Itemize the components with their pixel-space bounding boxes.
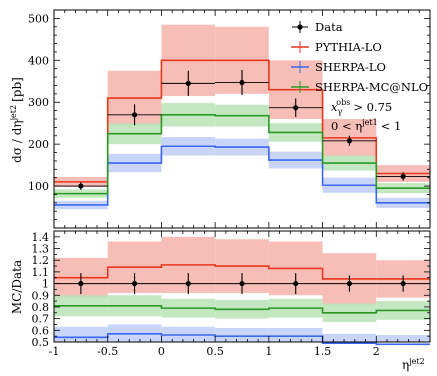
ratio-y-tick-label: 1.3	[32, 243, 50, 256]
x-label-sup: jet2	[408, 357, 425, 366]
top-y-label-sup: jet2	[9, 105, 18, 122]
top-line-0	[54, 59, 430, 183]
ratio-y-tick-label: 0.5	[32, 336, 50, 349]
ratio-band-1-bin-0	[54, 326, 108, 342]
top-y-tick-label: 200	[28, 138, 49, 151]
data-point-0	[78, 183, 84, 189]
ratio-y-tick-label: 1.1	[32, 266, 50, 279]
ticks	[53, 9, 431, 343]
data-point-3	[239, 79, 245, 86]
legend-swatch-data-dot	[297, 24, 303, 30]
cut-label-eta1: 0 < ηjet1 < 1	[331, 118, 401, 133]
top-line-1	[54, 145, 430, 206]
x-tick-label: 1.5	[314, 345, 332, 358]
ratio-y-tick-label: 0.7	[32, 313, 50, 326]
tick-labels: -1 -0.5 0 0.5 1 1.5 21002003004005000.50.60.70…	[28, 12, 380, 358]
top-steps	[54, 59, 430, 206]
ratio-line-0	[54, 264, 430, 280]
ratio-point-0	[78, 280, 84, 287]
legend: Data PYTHIA-LO SHERPA-LO SHERPA-MC@NLO xγobs…	[291, 20, 428, 133]
data-point-6	[400, 173, 406, 180]
data-point-5	[346, 138, 353, 144]
top-points	[54, 69, 430, 190]
legend-label-0: Data	[315, 20, 343, 34]
x-tick-label: -0.5	[97, 345, 118, 358]
legend-label-2: SHERPA-LO	[315, 60, 386, 74]
cut-label-xgamma: xγobs > 0.75	[331, 98, 392, 116]
x-tick-label: -1	[49, 345, 60, 358]
ratio-line-2	[54, 304, 430, 314]
ratio-y-tick-label: 0.9	[32, 289, 50, 302]
top-y-label-unit: [pb]	[10, 77, 24, 102]
ratio-point-5	[346, 280, 353, 287]
legend-label-3: SHERPA-MC@NLO	[315, 80, 428, 94]
ratio-band-1-bin-3	[215, 327, 269, 342]
top-y-label-main: dσ / dη	[10, 120, 24, 162]
ratio-point-4	[293, 280, 299, 287]
ratio-y-axis-label: MC/Data	[10, 260, 24, 314]
ratio-y-tick-label: 0.6	[32, 324, 50, 337]
ratio-points	[54, 273, 430, 295]
ratio-band-1-bin-6	[376, 334, 430, 342]
ratio-y-tick-label: 0.8	[32, 301, 50, 314]
data-point-4	[293, 105, 299, 111]
x-axis-label: ηjet2	[402, 357, 425, 372]
data-point-2	[185, 80, 191, 86]
ratio-band-1-bin-5	[322, 333, 377, 342]
x-tick-label: 0.5	[206, 345, 224, 358]
x-tick-label: 0	[158, 345, 165, 358]
ratio-point-1	[131, 280, 138, 287]
ratio-band-1-bin-4	[268, 327, 323, 342]
top-y-tick-label: 100	[28, 180, 49, 193]
ratio-point-3	[239, 280, 245, 287]
legend-label-1: PYTHIA-LO	[315, 40, 382, 54]
top-y-axis-label: dσ / dηjet2 [pb]	[9, 77, 24, 163]
x-tick-label: 1	[265, 345, 272, 358]
top-y-tick-label: 500	[28, 12, 49, 25]
ratio-point-2	[185, 280, 191, 287]
top-y-tick-label: 400	[28, 54, 49, 67]
ratio-panel-frame	[53, 230, 431, 343]
ratio-y-tick-label: 1	[42, 278, 49, 291]
ratio-point-6	[400, 280, 406, 287]
ratio-y-tick-label: 1.4	[32, 231, 50, 244]
data-point-1	[131, 112, 138, 118]
x-label-main: η	[402, 358, 409, 372]
ratio-y-tick-label: 1.2	[32, 254, 50, 267]
top-line-2	[54, 114, 430, 195]
top-y-tick-label: 300	[28, 96, 49, 109]
x-tick-label: 2	[373, 345, 380, 358]
